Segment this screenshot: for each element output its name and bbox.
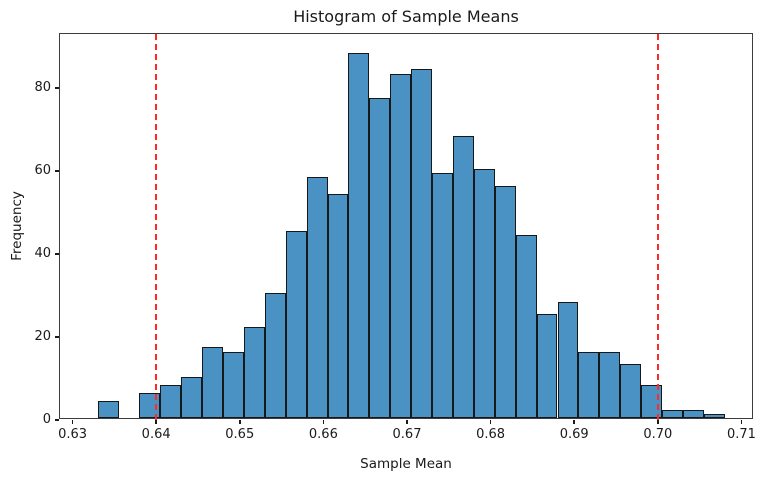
y-tick-label: 60 bbox=[34, 162, 51, 178]
x-tick-label: 0.63 bbox=[58, 427, 88, 442]
ticks-layer: 0.63 0.64 0.65 0.66 0.67 0.68 0.69 0.70 0.71 0 20 4… bbox=[34, 34, 755, 442]
histogram-bar bbox=[452, 135, 474, 418]
histogram-bar bbox=[641, 384, 662, 418]
x-tick-label: 0.64 bbox=[141, 427, 171, 442]
vlines-layer bbox=[60, 34, 752, 420]
histogram-bar bbox=[620, 364, 642, 418]
histogram-bar bbox=[181, 376, 203, 418]
y-tick-mark bbox=[54, 253, 59, 255]
reference-vline bbox=[656, 34, 659, 420]
x-tick-mark bbox=[657, 420, 659, 424]
histogram-bar bbox=[202, 347, 224, 418]
histogram-bar bbox=[306, 177, 328, 418]
x-tick-label: 0.66 bbox=[308, 427, 338, 442]
x-tick-mark bbox=[573, 420, 575, 424]
histogram-bar bbox=[327, 193, 349, 418]
histogram-bar bbox=[515, 235, 537, 418]
y-tick-mark bbox=[54, 336, 59, 338]
histogram-bar bbox=[411, 69, 433, 418]
x-tick-mark bbox=[155, 420, 157, 424]
x-tick-mark bbox=[740, 420, 743, 424]
x-tick-label: 0.71 bbox=[726, 427, 756, 442]
histogram-bar bbox=[557, 301, 579, 418]
x-tick-label: 0.68 bbox=[476, 427, 506, 442]
y-tick-mark bbox=[54, 87, 59, 89]
x-tick-mark bbox=[239, 420, 241, 424]
histogram-bar bbox=[578, 351, 600, 418]
histogram-bar bbox=[662, 409, 683, 418]
histogram-bar bbox=[369, 98, 391, 418]
histogram-bar bbox=[432, 173, 453, 418]
reference-vline bbox=[155, 34, 158, 420]
histogram-bar bbox=[160, 384, 182, 418]
x-tick-mark bbox=[71, 420, 74, 424]
histogram-bar bbox=[599, 351, 621, 418]
y-tick-mark bbox=[54, 419, 59, 421]
histogram-bar bbox=[223, 351, 244, 418]
x-tick-mark bbox=[322, 420, 325, 424]
chart-title: Histogram of Sample Means bbox=[293, 7, 519, 26]
x-tick-label: 0.65 bbox=[225, 427, 255, 442]
plot-area: 0.63 0.64 0.65 0.66 0.67 0.68 0.69 0.70 0.71 0 20 4… bbox=[34, 33, 756, 442]
y-tick-mark bbox=[54, 170, 59, 172]
x-tick-label: 0.69 bbox=[559, 427, 589, 442]
histogram-bar bbox=[285, 231, 307, 418]
histogram-bar bbox=[682, 409, 704, 418]
y-tick-label: 40 bbox=[34, 245, 51, 261]
histogram-bar bbox=[536, 314, 558, 418]
y-tick-label: 80 bbox=[34, 79, 51, 95]
histogram-bar bbox=[348, 52, 370, 418]
histogram-bar bbox=[139, 393, 161, 418]
y-tick-label: 0 bbox=[42, 412, 51, 427]
histogram-bar bbox=[264, 293, 286, 418]
x-tick-mark bbox=[406, 420, 408, 424]
x-tick-label: 0.67 bbox=[392, 427, 422, 442]
histogram-bar bbox=[390, 73, 412, 418]
x-tick-mark bbox=[489, 420, 492, 424]
x-tick-label: 0.70 bbox=[643, 427, 673, 442]
y-tick-label: 20 bbox=[34, 328, 51, 344]
x-axis-label: Sample Mean bbox=[360, 456, 452, 472]
histogram-bar bbox=[243, 326, 265, 418]
histogram-bar bbox=[494, 185, 516, 418]
histogram-bar bbox=[473, 168, 495, 418]
bars-layer bbox=[60, 34, 752, 418]
histogram-bar bbox=[703, 413, 725, 418]
histogram-bar bbox=[97, 401, 119, 418]
